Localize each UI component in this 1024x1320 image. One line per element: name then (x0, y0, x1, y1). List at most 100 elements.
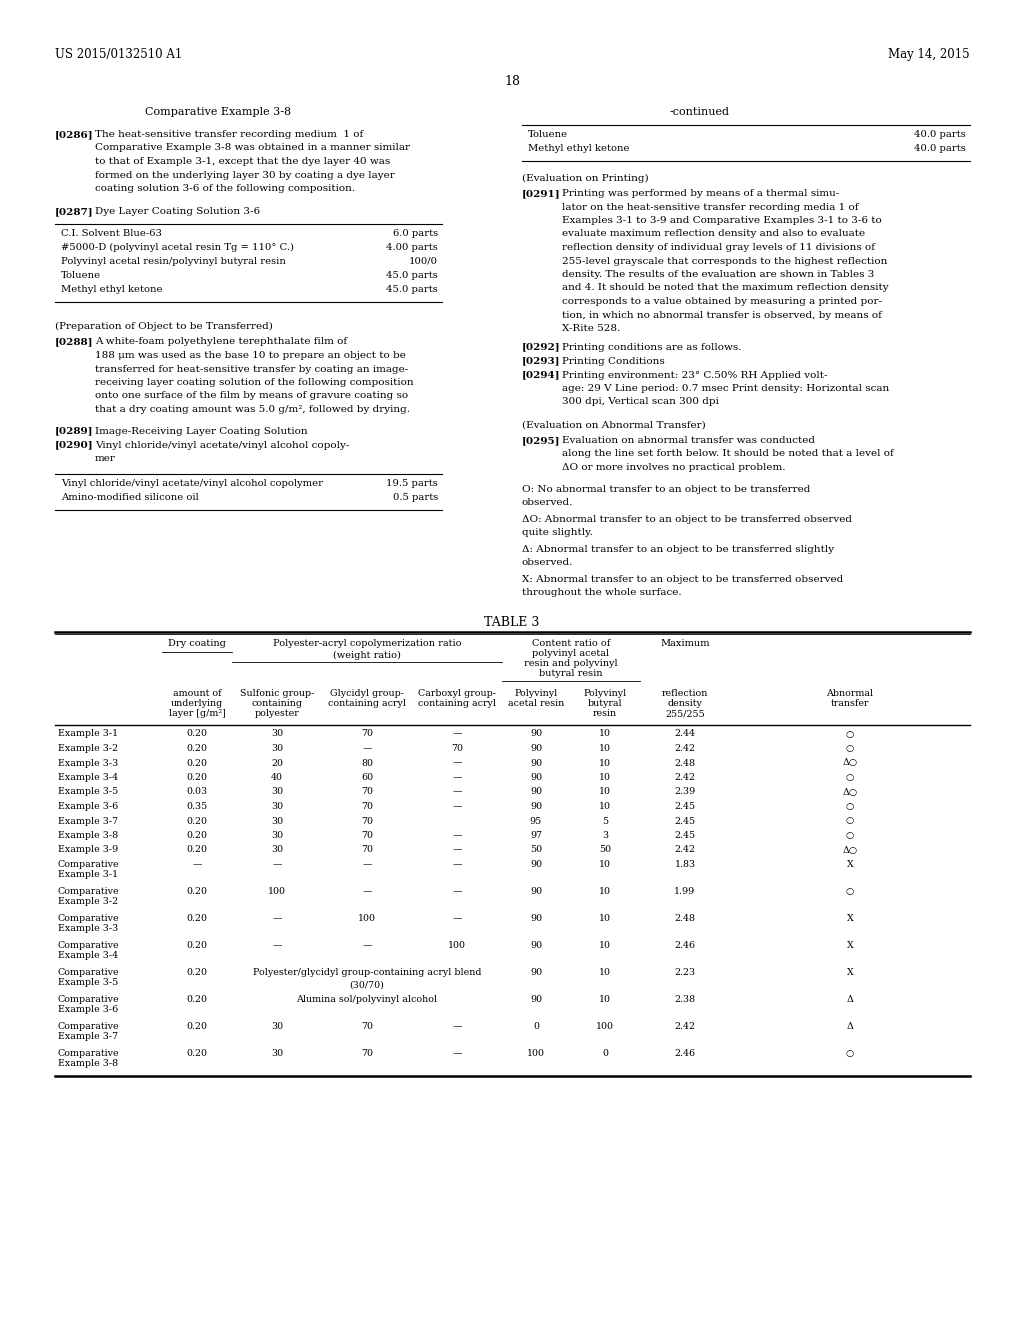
Text: acetal resin: acetal resin (508, 700, 564, 709)
Text: —: — (362, 887, 372, 896)
Text: 45.0 parts: 45.0 parts (386, 271, 438, 280)
Text: Example 3-1: Example 3-1 (58, 730, 118, 738)
Text: 70: 70 (361, 788, 373, 796)
Text: Polyester/glycidyl group-containing acryl blend: Polyester/glycidyl group-containing acry… (253, 968, 481, 977)
Text: along the line set forth below. It should be noted that a level of: along the line set forth below. It shoul… (562, 450, 894, 458)
Text: 2.42: 2.42 (675, 1022, 695, 1031)
Text: Examples 3-1 to 3-9 and Comparative Examples 3-1 to 3-6 to: Examples 3-1 to 3-9 and Comparative Exam… (562, 216, 882, 224)
Text: Methyl ethyl ketone: Methyl ethyl ketone (61, 285, 163, 293)
Text: Comparative
Example 3-8: Comparative Example 3-8 (58, 1049, 120, 1068)
Text: 1.83: 1.83 (675, 861, 695, 869)
Text: 10: 10 (599, 759, 611, 767)
Text: 30: 30 (271, 744, 283, 752)
Text: 2.46: 2.46 (675, 1049, 695, 1059)
Text: X: X (847, 968, 853, 977)
Text: —: — (272, 913, 282, 923)
Text: Comparative
Example 3-2: Comparative Example 3-2 (58, 887, 120, 907)
Text: Vinyl chloride/vinyl acetate/vinyl alcohol copoly-: Vinyl chloride/vinyl acetate/vinyl alcoh… (95, 441, 349, 450)
Text: Example 3-4: Example 3-4 (58, 774, 118, 781)
Text: #5000-D (polyvinyl acetal resin Tg = 110° C.): #5000-D (polyvinyl acetal resin Tg = 110… (61, 243, 294, 252)
Text: (Evaluation on Printing): (Evaluation on Printing) (522, 174, 648, 183)
Text: 20: 20 (271, 759, 283, 767)
Text: —: — (453, 1022, 462, 1031)
Text: —: — (453, 1049, 462, 1059)
Text: Comparative
Example 3-3: Comparative Example 3-3 (58, 913, 120, 933)
Text: Polyvinyl: Polyvinyl (514, 689, 558, 698)
Text: 50: 50 (599, 846, 611, 854)
Text: 90: 90 (530, 861, 542, 869)
Text: ○: ○ (846, 803, 854, 810)
Text: 60: 60 (360, 774, 373, 781)
Text: age: 29 V Line period: 0.7 msec Print density: Horizontal scan: age: 29 V Line period: 0.7 msec Print de… (562, 384, 889, 393)
Text: ΔO or more involves no practical problem.: ΔO or more involves no practical problem… (562, 463, 785, 473)
Text: Example 3-5: Example 3-5 (58, 788, 118, 796)
Text: 30: 30 (271, 1049, 283, 1059)
Text: 70: 70 (361, 803, 373, 810)
Text: 90: 90 (530, 803, 542, 810)
Text: A white-foam polyethylene terephthalate film of: A white-foam polyethylene terephthalate … (95, 338, 347, 346)
Text: 2.39: 2.39 (675, 788, 695, 796)
Text: and 4. It should be noted that the maximum reflection density: and 4. It should be noted that the maxim… (562, 284, 889, 293)
Text: 50: 50 (530, 846, 542, 854)
Text: The heat-sensitive transfer recording medium  1 of: The heat-sensitive transfer recording me… (95, 129, 364, 139)
Text: 6.0 parts: 6.0 parts (393, 228, 438, 238)
Text: 4.00 parts: 4.00 parts (386, 243, 438, 252)
Text: that a dry coating amount was 5.0 g/m², followed by drying.: that a dry coating amount was 5.0 g/m², … (95, 405, 410, 414)
Text: layer [g/m²]: layer [g/m²] (169, 710, 225, 718)
Text: US 2015/0132510 A1: US 2015/0132510 A1 (55, 48, 182, 61)
Text: 2.42: 2.42 (675, 774, 695, 781)
Text: 70: 70 (361, 846, 373, 854)
Text: Δ○: Δ○ (843, 788, 857, 796)
Text: Example 3-9: Example 3-9 (58, 846, 118, 854)
Text: Sulfonic group-: Sulfonic group- (240, 689, 314, 698)
Text: —: — (453, 803, 462, 810)
Text: -continued: -continued (670, 107, 730, 117)
Text: 188 μm was used as the base 10 to prepare an object to be: 188 μm was used as the base 10 to prepar… (95, 351, 406, 360)
Text: reflection: reflection (662, 689, 709, 698)
Text: 0.20: 0.20 (186, 1049, 208, 1059)
Text: 45.0 parts: 45.0 parts (386, 285, 438, 293)
Text: ○: ○ (846, 744, 854, 752)
Text: Vinyl chloride/vinyl acetate/vinyl alcohol copolymer: Vinyl chloride/vinyl acetate/vinyl alcoh… (61, 479, 323, 487)
Text: density. The results of the evaluation are shown in Tables 3: density. The results of the evaluation a… (562, 271, 874, 279)
Text: 30: 30 (271, 832, 283, 840)
Text: ○: ○ (846, 817, 854, 825)
Text: Δ: Δ (847, 1022, 853, 1031)
Text: 80: 80 (361, 759, 373, 767)
Text: polyvinyl acetal: polyvinyl acetal (532, 649, 609, 659)
Text: 2.45: 2.45 (675, 817, 695, 825)
Text: Maximum: Maximum (660, 639, 710, 648)
Text: 0.03: 0.03 (186, 788, 208, 796)
Text: 90: 90 (530, 774, 542, 781)
Text: 30: 30 (271, 846, 283, 854)
Text: 2.48: 2.48 (675, 759, 695, 767)
Text: —: — (272, 941, 282, 950)
Text: 95: 95 (529, 817, 542, 825)
Text: ○: ○ (846, 887, 854, 896)
Text: amount of: amount of (173, 689, 221, 698)
Text: 0.20: 0.20 (186, 846, 208, 854)
Text: 70: 70 (361, 817, 373, 825)
Text: [0288]: [0288] (55, 338, 93, 346)
Text: 97: 97 (530, 832, 542, 840)
Text: resin: resin (593, 710, 617, 718)
Text: 0.20: 0.20 (186, 759, 208, 767)
Text: 30: 30 (271, 803, 283, 810)
Text: 300 dpi, Vertical scan 300 dpi: 300 dpi, Vertical scan 300 dpi (562, 397, 719, 407)
Text: Comparative Example 3-8: Comparative Example 3-8 (145, 107, 291, 117)
Text: X: X (847, 861, 853, 869)
Text: 2.23: 2.23 (675, 968, 695, 977)
Text: 40: 40 (271, 774, 283, 781)
Text: 0.20: 0.20 (186, 1022, 208, 1031)
Text: containing acryl: containing acryl (418, 700, 496, 709)
Text: mer: mer (95, 454, 116, 463)
Text: Abnormal: Abnormal (826, 689, 873, 698)
Text: [0295]: [0295] (522, 436, 560, 445)
Text: (Preparation of Object to be Transferred): (Preparation of Object to be Transferred… (55, 322, 272, 330)
Text: Printing was performed by means of a thermal simu-: Printing was performed by means of a the… (562, 189, 840, 198)
Text: ○: ○ (846, 730, 854, 738)
Text: 2.38: 2.38 (675, 995, 695, 1005)
Text: Comparative
Example 3-5: Comparative Example 3-5 (58, 968, 120, 987)
Text: Δ○: Δ○ (843, 759, 857, 767)
Text: [0286]: [0286] (55, 129, 93, 139)
